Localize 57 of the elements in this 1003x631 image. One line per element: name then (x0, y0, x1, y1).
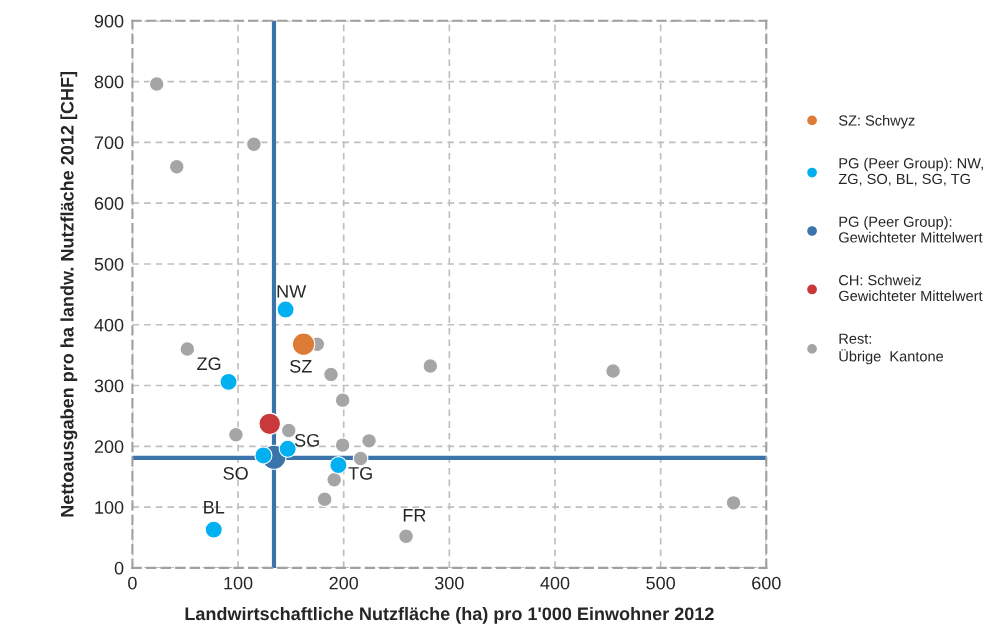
annotation: NW (277, 285, 307, 298)
legend-label: Rest: Übrige Kantone (839, 333, 944, 365)
y-tick-label: 0 (114, 561, 124, 575)
x-tick-label: 100 (224, 576, 253, 590)
point (398, 528, 414, 545)
y-tick-label: 600 (94, 197, 124, 210)
point (246, 136, 262, 153)
legend-label: PG (Peer Group): Gewichteter Mittelwert (839, 216, 983, 243)
y-tick-label: 900 (94, 14, 124, 28)
x-tick-label: 600 (752, 576, 781, 590)
x-tick-label: 400 (540, 576, 570, 590)
point (326, 471, 343, 488)
point (316, 491, 333, 508)
point (291, 332, 316, 356)
legend-label: SZ: Schwyz (838, 114, 915, 129)
y-tick-label: 700 (94, 136, 124, 150)
point (361, 433, 377, 449)
point (334, 437, 351, 453)
y-tick-label: 200 (94, 440, 124, 454)
point (605, 363, 621, 379)
point (228, 426, 244, 443)
x-tick-label: 500 (646, 576, 675, 590)
point (219, 372, 238, 391)
annotation: ZG (197, 357, 221, 371)
point (280, 422, 297, 439)
legend-label: PG (Peer Group): NW, ZG, SO, BL, SG, TG (838, 157, 983, 186)
y-tick-label: 400 (94, 318, 124, 332)
point (254, 446, 273, 465)
point (276, 300, 295, 319)
annotation: BL (204, 501, 225, 514)
y-tick-label: 800 (94, 75, 124, 89)
x-tick-label: 200 (329, 576, 359, 590)
y-tick-label: 100 (95, 501, 124, 514)
annotation: SZ (290, 359, 312, 373)
annotation: SO (223, 466, 248, 480)
legend-label: CH: Schweiz Gewichteter Mittelwert (839, 274, 983, 302)
point (179, 341, 196, 357)
point (258, 412, 282, 436)
annotation: FR (403, 509, 426, 522)
point (278, 439, 297, 458)
point (204, 520, 223, 539)
x-axis-title: Landwirtschaftliche Nutzfläche (ha) pro 1'000 Einwohner 2012 (185, 606, 714, 624)
point (329, 456, 348, 475)
x-tick-label: 300 (434, 576, 464, 590)
point (334, 392, 351, 408)
y-tick-label: 300 (94, 379, 124, 393)
point (352, 450, 369, 467)
annotation: SG (294, 433, 319, 447)
annotation: TG (348, 466, 372, 480)
x-tick-label: 0 (128, 576, 137, 590)
point (148, 76, 165, 92)
point (422, 358, 439, 374)
point (725, 495, 742, 511)
point (323, 366, 339, 383)
point (168, 158, 185, 175)
y-tick-label: 500 (94, 257, 124, 271)
y-axis-title: Nettoausgaben pro ha landw. Nutzfläche 2012 [CHF] (60, 71, 78, 517)
